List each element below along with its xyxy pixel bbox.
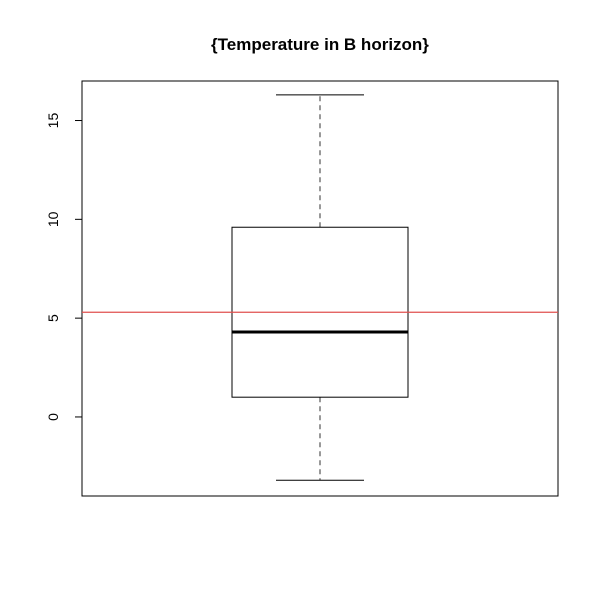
y-tick-label: 0 (45, 413, 61, 421)
boxplot-marks (82, 94, 558, 481)
y-tick-label: 10 (45, 211, 61, 227)
chart-title: {Temperature in B horizon} (211, 35, 429, 54)
y-tick-label: 15 (45, 113, 61, 129)
y-tick-label: 5 (45, 314, 61, 322)
y-axis: 0 5 10 15 (45, 113, 83, 421)
